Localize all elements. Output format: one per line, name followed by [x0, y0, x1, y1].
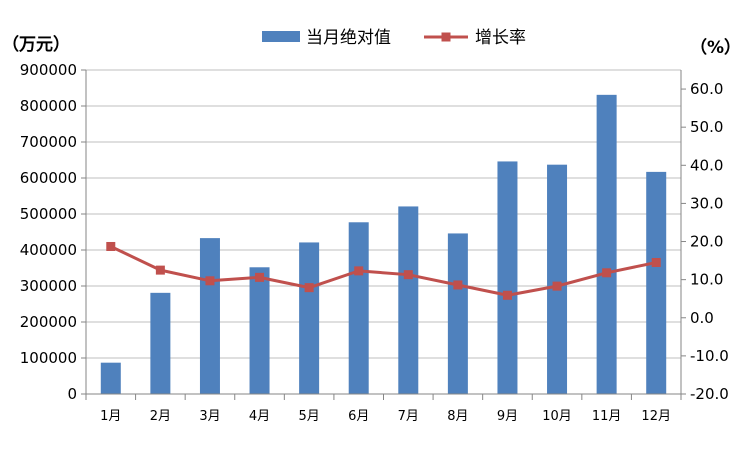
line-point — [205, 276, 215, 286]
left-tick-label: 800000 — [20, 97, 77, 115]
axes — [81, 69, 686, 400]
line-point — [602, 268, 612, 278]
right-tick-label: -10.0 — [690, 347, 729, 365]
right-tick-label: 50.0 — [690, 118, 723, 136]
line-point — [255, 272, 265, 282]
gridlines — [86, 69, 681, 395]
left-tick-label: 200000 — [20, 313, 77, 331]
bar — [348, 222, 369, 394]
right-tick-label: 40.0 — [690, 156, 723, 174]
legend-line-label: 增长率 — [475, 28, 526, 48]
x-tick-label: 3月 — [199, 409, 220, 424]
line-point — [106, 241, 116, 251]
left-tick-label: 700000 — [20, 133, 77, 151]
bar — [398, 206, 419, 394]
x-tick-label: 7月 — [398, 409, 419, 424]
x-tick-label: 4月 — [249, 409, 270, 424]
left-tick-label: 600000 — [20, 169, 77, 187]
line-point — [155, 265, 165, 275]
x-axis-ticks: 1月 2月 3月 4月 5月 6月 7月 8月 9月 10月 11月 12月 — [100, 409, 671, 424]
x-tick-label: 8月 — [447, 409, 468, 424]
x-tick-label: 9月 — [497, 409, 518, 424]
line-series — [106, 241, 661, 300]
bar — [547, 164, 568, 394]
bar — [199, 238, 220, 394]
x-tick-label: 10月 — [542, 409, 572, 424]
right-axis-unit: （%） — [690, 37, 741, 58]
left-tick-label: 100000 — [20, 349, 77, 367]
right-tick-label: -20.0 — [690, 385, 729, 403]
bar — [299, 242, 320, 394]
left-tick-label: 900000 — [20, 61, 77, 79]
legend-line-marker — [441, 32, 451, 42]
right-axis-ticks: -20.0 -10.0 0.0 10.0 20.0 30.0 40.0 50.0 60.0 — [690, 80, 729, 403]
line-point — [502, 290, 512, 300]
x-tick-label: 6月 — [348, 409, 369, 424]
line-point — [304, 283, 314, 293]
growth-line — [110, 245, 657, 297]
right-tick-label: 0.0 — [690, 309, 714, 327]
line-point — [354, 266, 364, 276]
x-tick-label: 11月 — [592, 409, 622, 424]
bar — [150, 292, 171, 394]
left-axis-ticks: 0 100000 200000 300000 400000 500000 600000 700… — [20, 61, 77, 403]
bar — [100, 362, 121, 394]
line-point — [453, 280, 463, 290]
left-tick-label: 0 — [67, 385, 77, 403]
right-tick-label: 30.0 — [690, 194, 723, 212]
bar — [249, 267, 270, 394]
line-point — [651, 257, 661, 267]
line-point — [403, 270, 413, 280]
left-axis-unit: （万元） — [2, 34, 70, 55]
right-tick-label: 10.0 — [690, 271, 723, 289]
bar — [646, 171, 667, 394]
bar — [596, 94, 617, 394]
x-tick-label: 5月 — [298, 409, 319, 424]
bar — [497, 161, 518, 394]
left-tick-label: 400000 — [20, 241, 77, 259]
right-tick-label: 20.0 — [690, 233, 723, 251]
left-tick-label: 300000 — [20, 277, 77, 295]
bar — [447, 233, 468, 394]
legend-bar-swatch — [262, 31, 300, 42]
x-tick-label: 2月 — [150, 409, 171, 424]
line-point — [552, 281, 562, 291]
legend: 当月绝对值 增长率 — [262, 28, 526, 48]
bar-series — [100, 94, 667, 394]
x-tick-label: 1月 — [100, 409, 121, 424]
left-tick-label: 500000 — [20, 205, 77, 223]
legend-bar-label: 当月绝对值 — [306, 28, 391, 48]
right-tick-label: 60.0 — [690, 80, 723, 98]
x-tick-label: 12月 — [641, 409, 671, 424]
